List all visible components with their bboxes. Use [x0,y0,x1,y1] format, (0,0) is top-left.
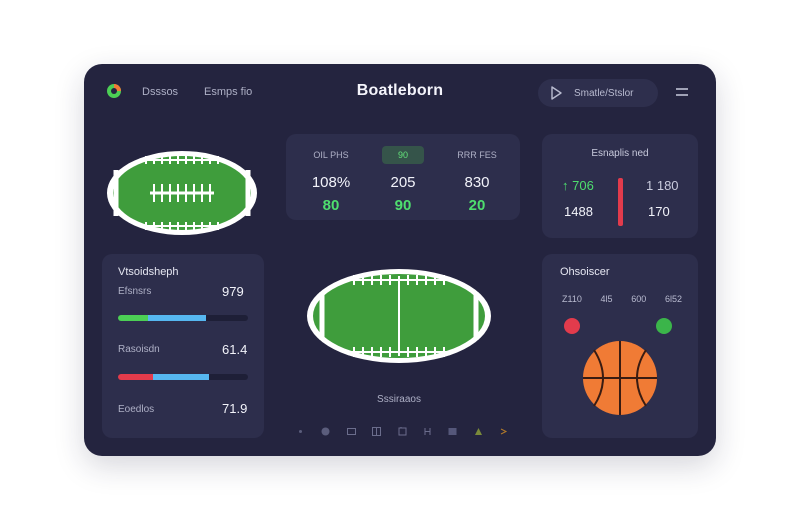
scoreboard-column[interactable]: OIL PHS 108% 80 [296,134,366,214]
stats-left-top: ↑ 706 [562,178,594,193]
menu-icon[interactable] [674,84,690,100]
player-bar-segment [147,315,207,321]
nav-item-1[interactable]: Dsssos [142,86,179,98]
player-bar-segment [118,315,148,321]
dashboard-window: Dsssos Esmps fio Boatleborn Smatle/Stslo… [84,64,716,456]
basketball-icon [583,341,657,415]
toolbar [296,420,508,436]
player-stats-title: Vtsoidsheph [118,266,179,278]
grid-icon[interactable] [372,423,382,436]
stream-button-label: Smatle/Stslor [574,87,634,99]
player-name: Eoedlos [118,404,155,415]
match-card: Ohsoiscer Z110 4l5 600 6l52 [542,254,698,438]
scoreboard-score: 20 [468,197,486,214]
dot-icon[interactable] [296,423,305,433]
flag-icon[interactable] [474,423,483,435]
scoreboard-value: 108% [311,174,351,191]
football-icon [107,151,257,235]
stats-divider [618,178,623,226]
scoreboard-head: OIL PHS [313,150,349,160]
record-icon[interactable] [321,423,330,435]
arrow-icon[interactable] [499,423,508,434]
match-numbers: Z110 4l5 600 6l52 [562,294,682,304]
match-number: 6l52 [664,294,682,304]
stream-button[interactable]: Smatle/Stslor [538,79,658,107]
match-number: 600 [631,294,647,304]
player-bar-segment [118,374,154,380]
player-bar-2 [118,374,248,380]
scoreboard-value: 830 [464,174,490,191]
play-icon [551,86,562,100]
page-title: Boatleborn [356,82,444,99]
match-number: Z110 [562,294,582,304]
scoreboard-head-active: 90 [382,146,424,164]
match-title: Ohsoiscer [560,266,610,278]
logo-icon [107,84,121,98]
scoreboard-card: OIL PHS 108% 80 90 205 90 RRR FES 830 20 [286,134,520,220]
stats-left-bottom: 1488 [564,204,593,219]
green-marker-icon[interactable] [656,318,672,334]
scoreboard-column-active[interactable]: 90 205 90 [368,134,438,214]
player-bar-segment [153,374,209,380]
frame-icon[interactable] [398,423,407,435]
stats-card: Esnaplis ned ↑ 706 1488 1 180 170 [542,134,698,238]
player-stats-card: Vtsoidsheph Efsnsrs 979 Rasoisdn 61.4 Eo… [102,254,264,438]
scoreboard-head: RRR FES [457,150,497,160]
player-name: Efsnsrs [118,286,152,297]
scoreboard-column[interactable]: RRR FES 830 20 [442,134,512,214]
stats-right-top: 1 180 [646,178,679,193]
scoreboard-value: 205 [390,174,416,191]
clip-icon[interactable] [423,423,432,435]
screen-icon[interactable] [346,423,356,435]
player-value: 71.9 [222,401,248,416]
player-name: Rasoisdn [118,344,160,355]
player-value: 61.4 [222,342,248,357]
field-caption: Sssiraaos [377,394,421,405]
stats-title: Esnaplis ned [591,148,649,159]
scoreboard-score: 90 [394,197,412,214]
image-icon[interactable] [448,423,457,435]
match-number: 4l5 [600,294,613,304]
stats-right-bottom: 170 [648,204,670,219]
football-field-icon [307,269,491,363]
nav-item-2[interactable]: Esmps fio [204,86,253,98]
player-bar-1 [118,315,248,321]
red-marker-icon[interactable] [564,318,580,334]
player-value: 979 [222,284,244,299]
scoreboard-score: 80 [322,197,340,214]
